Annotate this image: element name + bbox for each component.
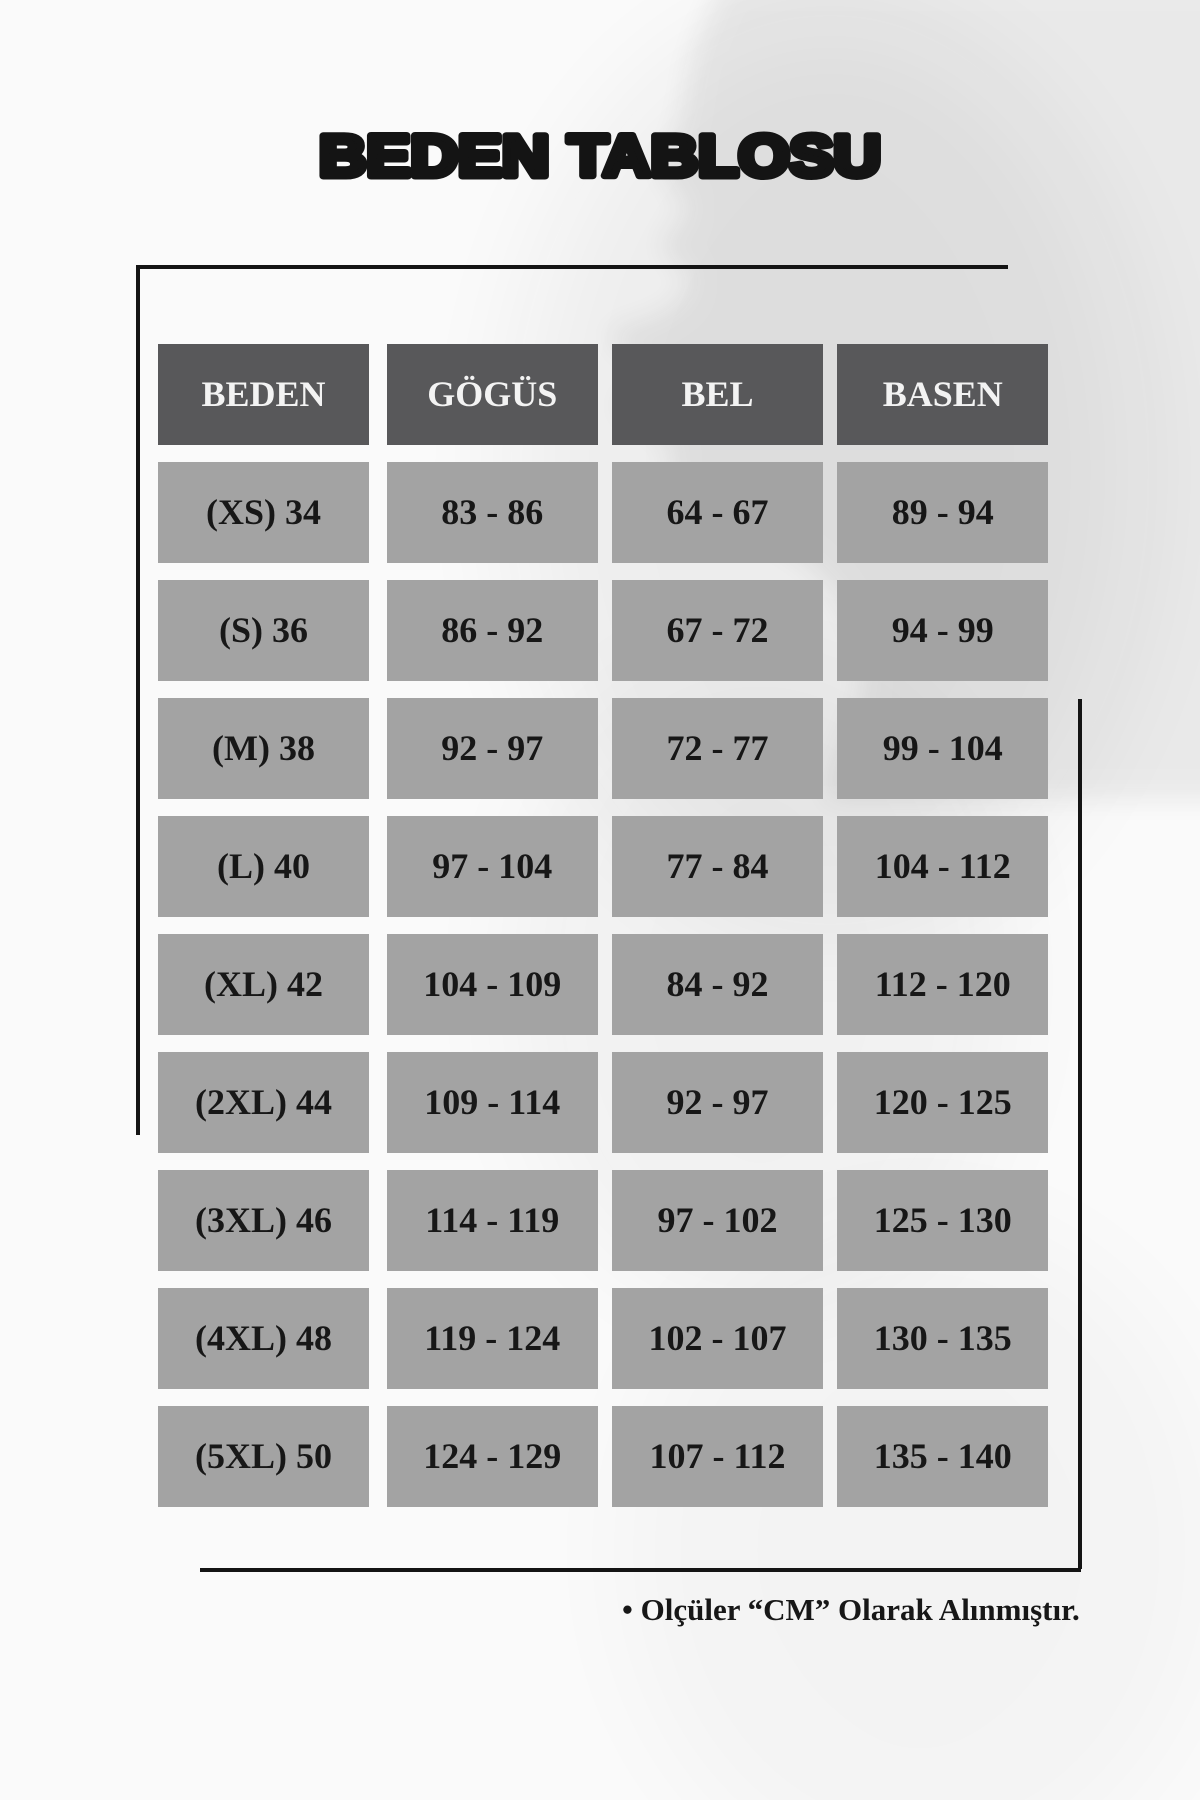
svg-text:BEDEN TABLOSU: BEDEN TABLOSU bbox=[319, 124, 881, 189]
